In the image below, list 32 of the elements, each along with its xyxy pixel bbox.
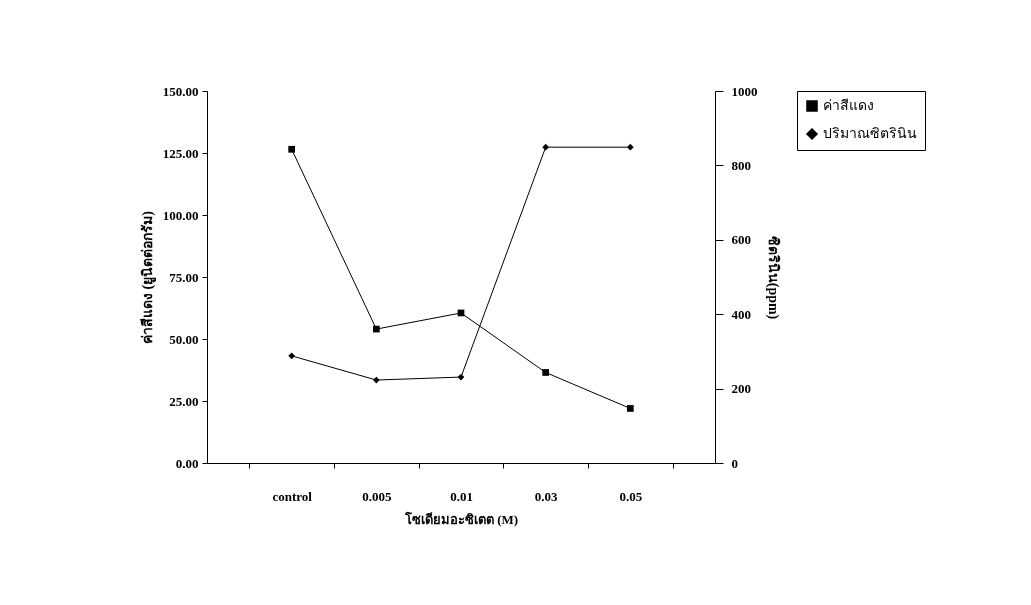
point	[626, 143, 634, 151]
y-tick-label: 0.00	[175, 455, 199, 471]
point	[372, 376, 380, 384]
y2-tick-label: 0	[731, 455, 738, 471]
y-tick-label: 100.00	[162, 207, 199, 223]
y-tick-label: 150.00	[162, 83, 199, 99]
y-tick-label: 25.00	[169, 393, 199, 409]
x-tick-label: 0.05	[619, 488, 643, 504]
point	[457, 373, 465, 381]
y2-tick-label: 1000	[731, 83, 758, 99]
x-tick-label: 0.005	[362, 488, 392, 504]
point	[542, 143, 550, 151]
point	[626, 405, 634, 412]
x-tick-label: 0.03	[534, 488, 559, 504]
legend-label: ปริมาณซิตรินิน	[823, 126, 917, 141]
point	[288, 352, 296, 360]
y2-axis-title: ซิตรินิน(ppm)	[764, 235, 781, 320]
y-axis-title: ค่าสีแดง (ยูนิตต่อกรัม)	[139, 210, 156, 344]
point	[542, 369, 550, 376]
y2-tick-label: 400	[731, 306, 751, 322]
y-tick-label: 75.00	[169, 269, 199, 285]
y-tick-label: 50.00	[169, 331, 199, 347]
y2-tick-label: 200	[731, 381, 751, 397]
x-tick-label: control	[272, 488, 313, 504]
y-tick-label: 125.00	[162, 145, 199, 161]
point	[372, 325, 380, 333]
legend-label: ค่าสีแดง	[823, 98, 874, 113]
x-tick-label: 0.01	[450, 488, 473, 504]
y2-tick-label: 600	[731, 232, 751, 248]
y2-tick-label: 800	[731, 157, 751, 173]
x-axis-title: โซเดียมอะซิเตต (M)	[403, 510, 519, 527]
point	[288, 145, 296, 153]
